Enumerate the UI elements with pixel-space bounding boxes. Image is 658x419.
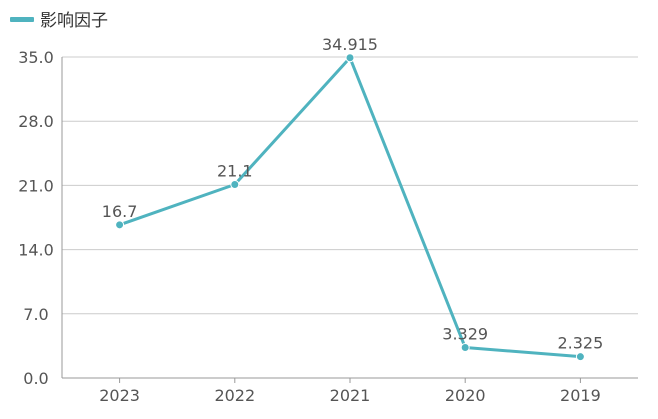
- y-tick-label: 35.0: [18, 48, 54, 67]
- legend-swatch: [10, 17, 34, 22]
- x-tick-label: 2023: [99, 386, 140, 405]
- data-label: 34.915: [322, 35, 378, 54]
- y-tick-label: 0.0: [23, 369, 48, 388]
- x-tick-label: 2020: [445, 386, 486, 405]
- x-tick-label: 2021: [330, 386, 371, 405]
- series-line-group: [118, 56, 582, 359]
- legend: 影响因子: [10, 11, 108, 31]
- data-label: 3.329: [442, 324, 488, 343]
- y-tick-label: 7.0: [23, 305, 48, 324]
- y-tick-label: 21.0: [18, 176, 54, 195]
- axes: [61, 57, 638, 379]
- data-point: [460, 342, 470, 352]
- x-tick-label: 2022: [214, 386, 255, 405]
- data-label: 2.325: [557, 334, 603, 353]
- data-labels: 16.7 21.1 34.915 3.329 2.325: [102, 35, 604, 353]
- data-label: 16.7: [102, 202, 138, 221]
- data-point: [115, 220, 125, 230]
- y-axis-ticks: 0.0 7.0 14.0 21.0 28.0 35.0: [18, 48, 54, 388]
- data-label: 21.1: [217, 161, 253, 180]
- data-point: [575, 352, 585, 362]
- data-point: [345, 53, 355, 63]
- y-tick-label: 14.0: [18, 241, 54, 260]
- series-line: [118, 56, 582, 359]
- x-tick-label: 2019: [560, 386, 601, 405]
- y-tick-label: 28.0: [18, 112, 54, 131]
- x-axis-ticks: 2023 2022 2021 2020 2019: [99, 378, 601, 405]
- legend-label: 影响因子: [40, 11, 108, 31]
- data-point: [230, 179, 240, 189]
- data-points: [115, 53, 585, 362]
- gridlines: [62, 56, 638, 315]
